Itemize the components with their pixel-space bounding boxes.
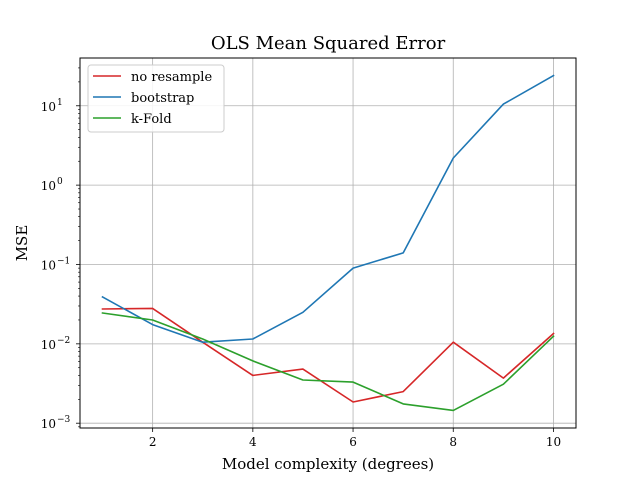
y-tick-exponent: 0	[57, 177, 63, 187]
x-axis-label: Model complexity (degrees)	[222, 455, 434, 473]
y-axis-label: MSE	[13, 225, 31, 262]
y-tick-exponent: −2	[57, 336, 70, 346]
series-line-bootstrap	[101, 74, 555, 344]
x-tick-label: 8	[449, 435, 457, 449]
legend: no resample bootstrap k-Fold	[87, 64, 225, 133]
x-tick-label: 6	[349, 435, 357, 449]
series-line-no-resample	[101, 307, 555, 403]
legend-label-no-resample: no resample	[131, 70, 212, 85]
x-tick-label: 10	[546, 435, 561, 449]
legend-items: no resample bootstrap k-Fold	[93, 70, 212, 127]
y-tick-exponent: −3	[57, 415, 71, 425]
y-tick-label: 10	[41, 258, 56, 272]
series-lines	[101, 74, 555, 412]
series-line-k-fold	[101, 312, 555, 412]
y-tick-label: 10	[41, 417, 56, 431]
legend-box	[87, 64, 225, 133]
y-tick-exponent: 1	[57, 98, 63, 108]
x-axis-ticks: 2 4 6 8 10	[149, 428, 561, 449]
y-tick-label: 10	[41, 100, 56, 114]
y-tick-label: 10	[41, 338, 56, 352]
y-tick-exponent: −1	[57, 256, 70, 266]
chart-title: OLS Mean Squared Error	[211, 33, 446, 54]
x-tick-label: 2	[149, 435, 157, 449]
legend-label-bootstrap: bootstrap	[131, 91, 194, 106]
y-tick-label: 10	[41, 179, 56, 193]
grid	[80, 58, 576, 428]
plot-frame	[79, 57, 577, 429]
x-tick-label: 4	[249, 435, 257, 449]
legend-label-k-fold: k-Fold	[131, 112, 172, 127]
